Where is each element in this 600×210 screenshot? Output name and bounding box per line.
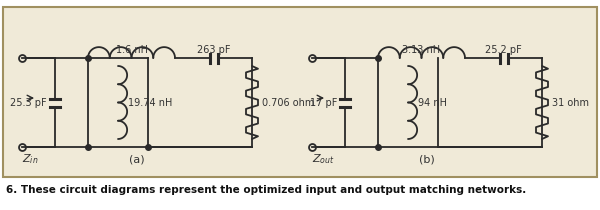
Text: (b): (b) [419, 155, 435, 165]
Text: 25.3 pF: 25.3 pF [10, 97, 47, 108]
Text: 263 pF: 263 pF [197, 45, 230, 55]
Bar [3, 7, 597, 177]
Text: $Z_{in}$: $Z_{in}$ [22, 152, 38, 166]
Text: 0.706 ohm: 0.706 ohm [262, 97, 314, 108]
Text: 1.6 nH: 1.6 nH [115, 45, 148, 55]
Text: 94 nH: 94 nH [418, 97, 447, 108]
Text: 17 pF: 17 pF [310, 97, 337, 108]
Text: 31 ohm: 31 ohm [552, 97, 589, 108]
Text: $Z_{out}$: $Z_{out}$ [312, 152, 335, 166]
Text: 25.2 pF: 25.2 pF [485, 45, 522, 55]
Text: 3.13 nH: 3.13 nH [403, 45, 440, 55]
Text: (a): (a) [129, 155, 145, 165]
Text: 6. These circuit diagrams represent the optimized input and output matching netw: 6. These circuit diagrams represent the … [6, 185, 526, 195]
Text: 19.74 nH: 19.74 nH [128, 97, 172, 108]
